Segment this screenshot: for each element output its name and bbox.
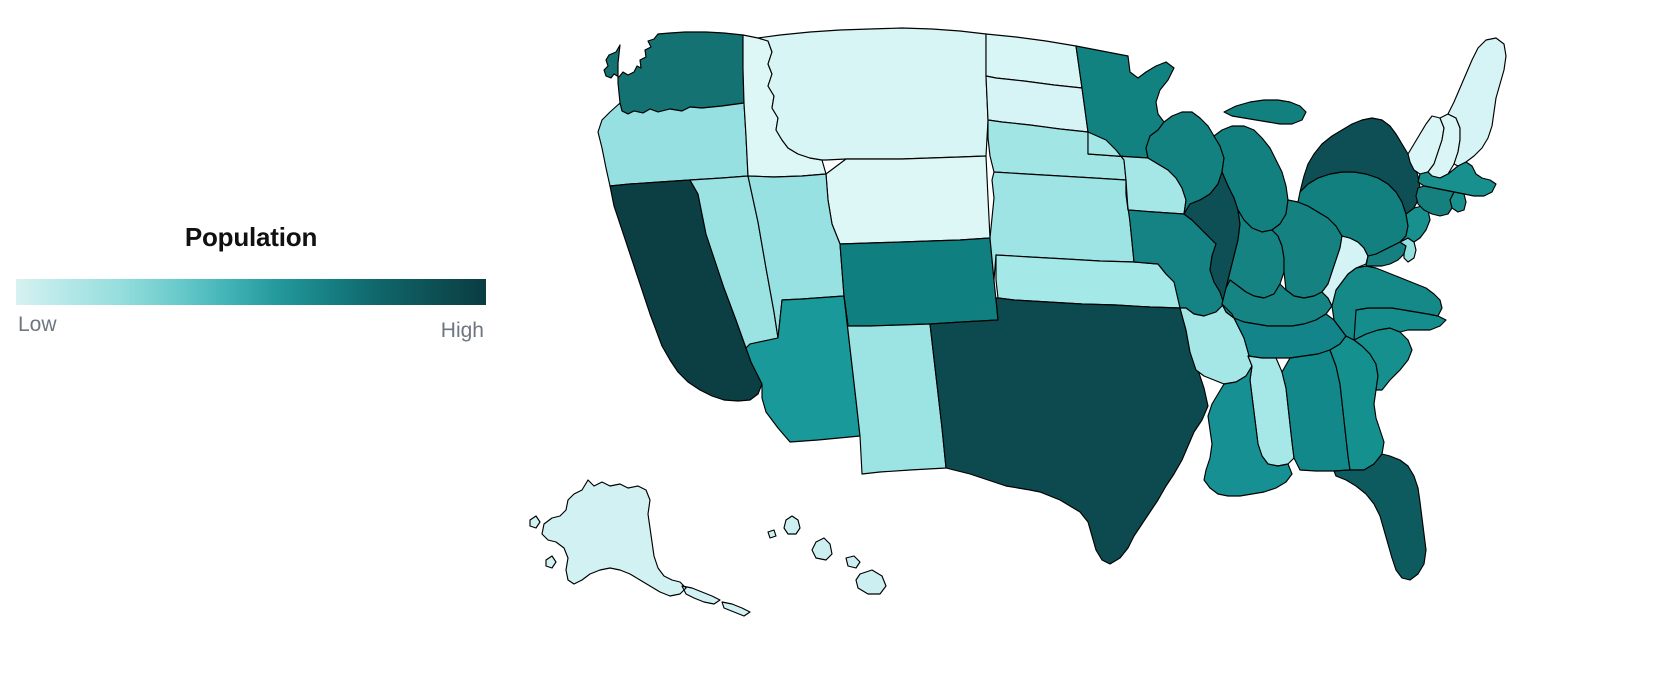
state-alaska[interactable] (529, 479, 751, 617)
state-louisiana[interactable] (1203, 365, 1293, 497)
state-colorado[interactable] (839, 237, 999, 327)
us-states-choropleth-svg (529, 27, 1507, 617)
state-arizona[interactable] (745, 295, 861, 443)
state-wyoming[interactable] (825, 155, 991, 245)
legend-high-label: High (440, 319, 484, 342)
map-legend: Population Low High (16, 220, 486, 360)
state-hawaii[interactable] (767, 515, 887, 595)
state-connecticut[interactable] (1415, 185, 1455, 217)
state-florida[interactable] (1333, 453, 1427, 581)
state-maine[interactable] (1447, 37, 1507, 167)
state-montana[interactable] (757, 27, 989, 161)
us-map-container (510, 8, 1510, 628)
state-virginia[interactable] (1327, 265, 1443, 341)
legend-gradient-bar (16, 279, 486, 305)
state-oregon[interactable] (597, 102, 749, 187)
state-texas[interactable] (929, 297, 1209, 565)
legend-title: Population (184, 222, 318, 252)
state-washington[interactable] (603, 31, 745, 115)
legend-low-label: Low (18, 313, 57, 336)
